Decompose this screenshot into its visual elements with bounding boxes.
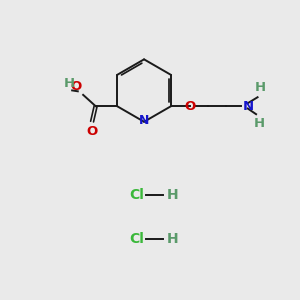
- Text: H: H: [254, 117, 265, 130]
- Text: Cl: Cl: [129, 188, 144, 202]
- Text: N: N: [243, 100, 254, 113]
- Text: Cl: Cl: [129, 232, 144, 246]
- Text: H: H: [167, 188, 179, 202]
- Text: H: H: [64, 77, 75, 90]
- Text: O: O: [86, 125, 98, 138]
- Text: O: O: [70, 80, 82, 93]
- Text: O: O: [184, 100, 195, 113]
- Text: H: H: [255, 81, 266, 94]
- Text: N: N: [139, 114, 149, 127]
- Text: H: H: [167, 232, 179, 246]
